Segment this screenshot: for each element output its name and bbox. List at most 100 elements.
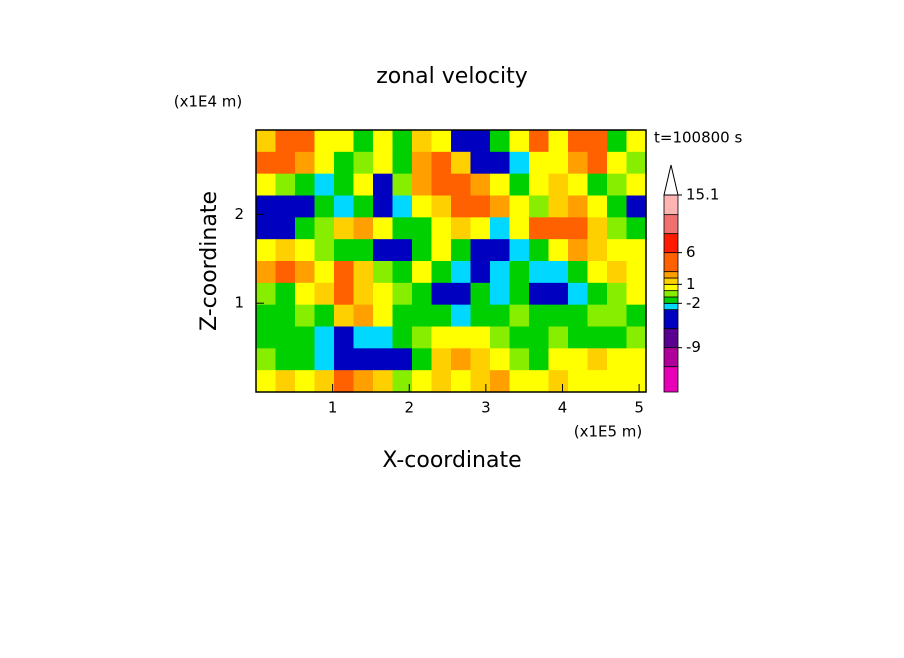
field-cell	[451, 239, 472, 262]
field-cell	[314, 261, 335, 284]
field-cell	[626, 217, 647, 240]
field-cell	[353, 173, 374, 197]
field-cell	[470, 282, 491, 306]
colorbar-box	[663, 277, 679, 285]
colorbar-box	[663, 296, 679, 304]
field-cell	[353, 304, 374, 328]
field-cell	[509, 348, 530, 371]
field-cell	[607, 326, 628, 349]
field-cell	[392, 173, 413, 197]
x-tick-label: 2	[404, 399, 414, 417]
field-cell	[353, 282, 374, 306]
plot-frame	[255, 129, 647, 393]
field-cell	[353, 239, 374, 262]
field-cell	[490, 239, 511, 262]
colorbar-box	[663, 252, 679, 273]
field-cell	[353, 195, 374, 218]
field-cell	[587, 348, 608, 371]
field-cell	[256, 304, 277, 328]
field-cell	[529, 130, 550, 153]
field-cell	[626, 261, 647, 284]
field-cell	[412, 282, 433, 306]
field-cell	[275, 239, 296, 262]
field-cell	[334, 304, 355, 328]
field-cell	[314, 173, 335, 197]
field-cell	[392, 195, 413, 218]
field-cell	[529, 151, 550, 175]
field-cell	[587, 304, 608, 328]
field-cell	[529, 282, 550, 306]
field-cell	[314, 217, 335, 240]
field-cell	[470, 151, 491, 175]
field-cell	[431, 370, 452, 393]
colorbar-box	[663, 302, 679, 311]
field-cell	[626, 151, 647, 175]
field-cell	[529, 195, 550, 218]
field-cell	[314, 151, 335, 175]
field-cell	[607, 370, 628, 393]
field-cell	[548, 130, 569, 153]
field-cell	[607, 151, 628, 175]
field-cell	[529, 348, 550, 371]
field-cell	[431, 239, 452, 262]
field-cell	[431, 261, 452, 284]
colorbar-box	[663, 214, 679, 235]
field-cell	[568, 130, 589, 153]
field-cell	[295, 348, 316, 371]
field-cell	[626, 282, 647, 306]
field-cell	[587, 326, 608, 349]
field-cell	[529, 239, 550, 262]
field-cell	[587, 195, 608, 218]
field-cell	[334, 173, 355, 197]
field-cell	[256, 217, 277, 240]
field-cell	[548, 370, 569, 393]
field-cell	[587, 261, 608, 284]
field-cell	[490, 261, 511, 284]
field-cell	[509, 195, 530, 218]
colorbar-tick-label: -9	[686, 338, 701, 356]
field-cell	[451, 217, 472, 240]
field-cell	[353, 151, 374, 175]
field-cell	[412, 130, 433, 153]
field-cell	[490, 348, 511, 371]
field-cell	[431, 304, 452, 328]
field-cell	[334, 195, 355, 218]
field-cell	[314, 326, 335, 349]
field-cell	[353, 217, 374, 240]
field-cell	[275, 217, 296, 240]
field-cell	[587, 239, 608, 262]
field-cell	[490, 130, 511, 153]
field-cell	[256, 261, 277, 284]
field-cell	[509, 130, 530, 153]
colorbar-tick-label: -2	[686, 294, 701, 312]
field-cell	[490, 304, 511, 328]
field-cell	[568, 173, 589, 197]
field-cell	[256, 130, 277, 153]
field-cell	[490, 151, 511, 175]
field-cell	[490, 195, 511, 218]
field-cell	[275, 173, 296, 197]
field-cell	[334, 151, 355, 175]
field-cell	[373, 370, 394, 393]
x-label: X-coordinate	[382, 448, 521, 473]
field-cell	[451, 195, 472, 218]
field-cell	[470, 173, 491, 197]
field-cell	[470, 195, 491, 218]
field-cell	[412, 261, 433, 284]
field-cell	[509, 304, 530, 328]
field-cell	[470, 239, 491, 262]
field-cell	[548, 173, 569, 197]
field-cell	[470, 130, 491, 153]
field-cell	[490, 217, 511, 240]
field-cell	[529, 173, 550, 197]
field-cell	[392, 370, 413, 393]
field-cell	[587, 173, 608, 197]
field-cell	[334, 370, 355, 393]
field-cell	[509, 282, 530, 306]
field-cell	[607, 348, 628, 371]
field-cell	[451, 261, 472, 284]
field-cell	[353, 370, 374, 393]
field-cell	[587, 282, 608, 306]
field-cell	[314, 195, 335, 218]
